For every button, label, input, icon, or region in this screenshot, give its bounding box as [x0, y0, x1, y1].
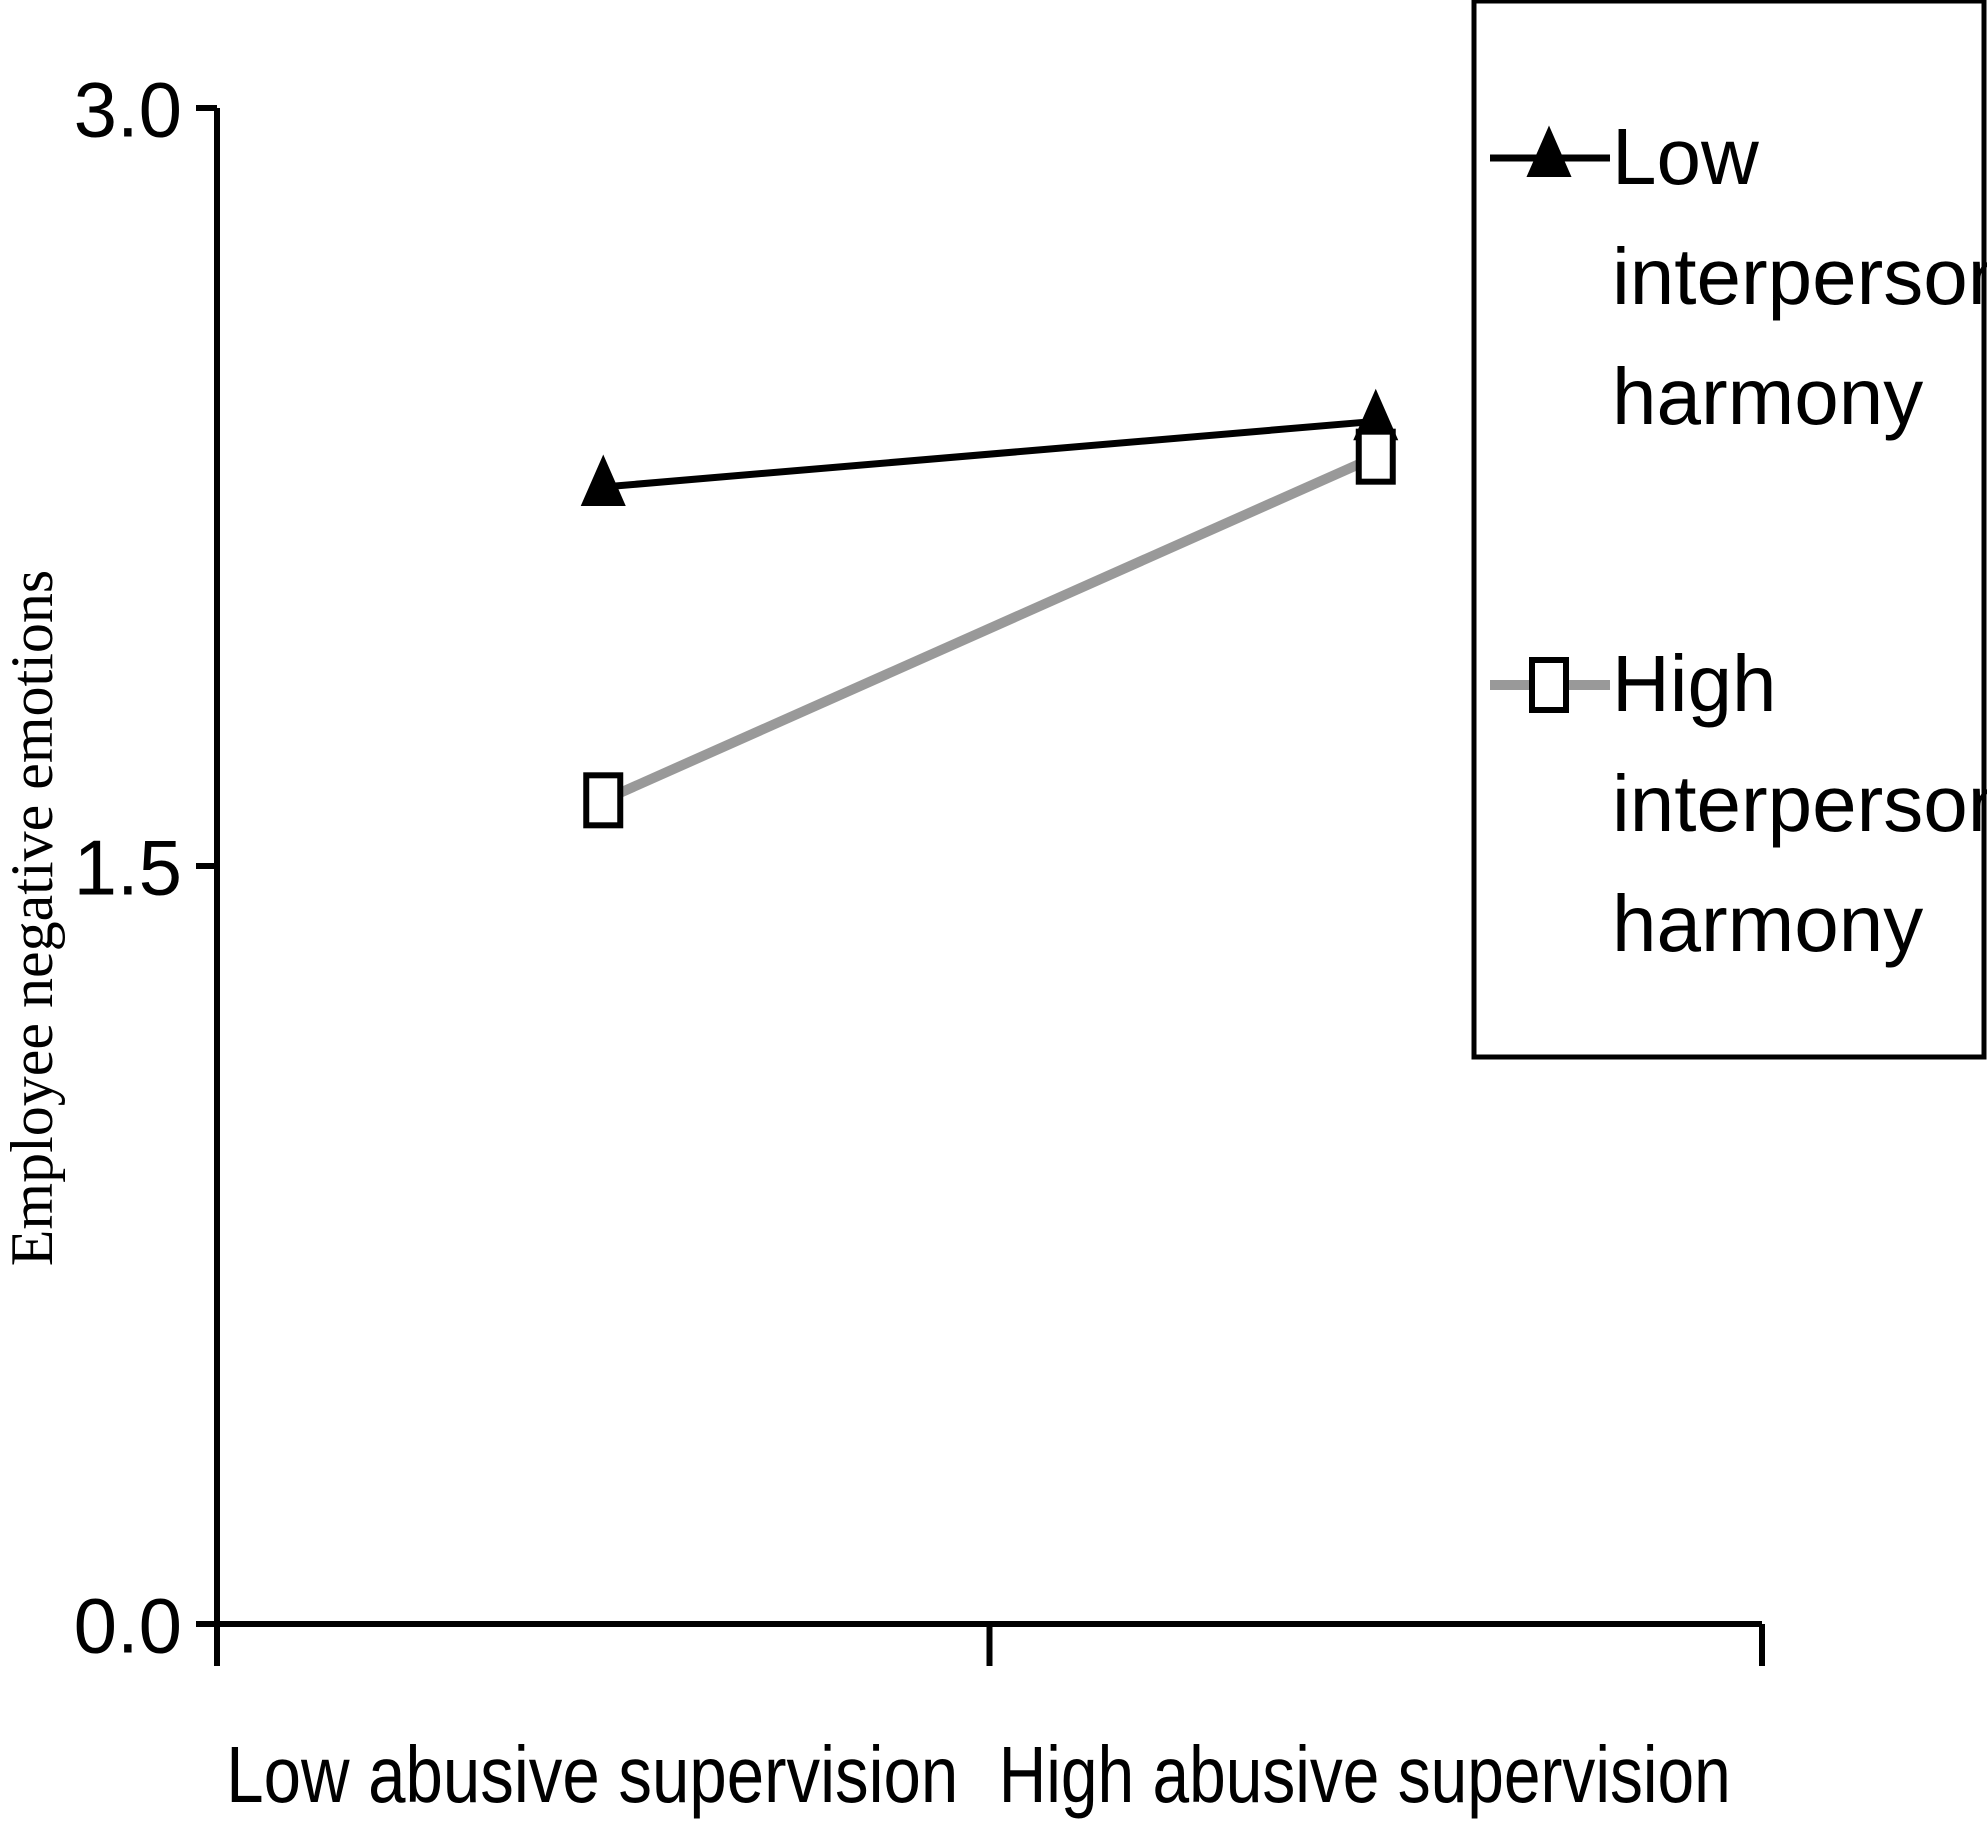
legend-label: High [1612, 639, 1777, 728]
triangle-marker [580, 454, 626, 506]
legend-label: interpersonal [1612, 232, 1987, 321]
triangle-marker [1526, 125, 1572, 177]
legend-label: harmony [1612, 352, 1923, 441]
y-axis-title: Employee negative emotions [0, 570, 65, 1266]
legend-label: Low [1612, 112, 1759, 201]
legend-entry: High interpersonal harmony [1490, 639, 1987, 968]
square-marker [1355, 428, 1396, 485]
series-line [602, 417, 1377, 491]
series-line [601, 452, 1378, 805]
series-2 [583, 428, 1396, 829]
series-1 [580, 388, 1399, 506]
legend-label: harmony [1612, 879, 1923, 968]
x-category-label: High abusive supervision [999, 1730, 1731, 1819]
y-tick-label: 3.0 [74, 66, 182, 154]
legend-entry: Low interpersonal harmony [1490, 112, 1987, 441]
x-category-label: Low abusive supervision [226, 1730, 958, 1819]
square-marker [1529, 657, 1569, 713]
series-group [580, 388, 1399, 829]
square-marker [583, 772, 624, 829]
y-tick-label: 1.5 [74, 824, 182, 912]
legend: Low interpersonal harmony High interpersonal… [1471, 0, 1987, 1060]
y-ticks: 0.0 1.5 3.0 [74, 66, 217, 1670]
y-tick-label: 0.0 [74, 1582, 182, 1670]
legend-label: interpersonal [1612, 759, 1987, 848]
x-ticks: Low abusive supervision High abusive supe… [214, 1624, 1765, 1819]
